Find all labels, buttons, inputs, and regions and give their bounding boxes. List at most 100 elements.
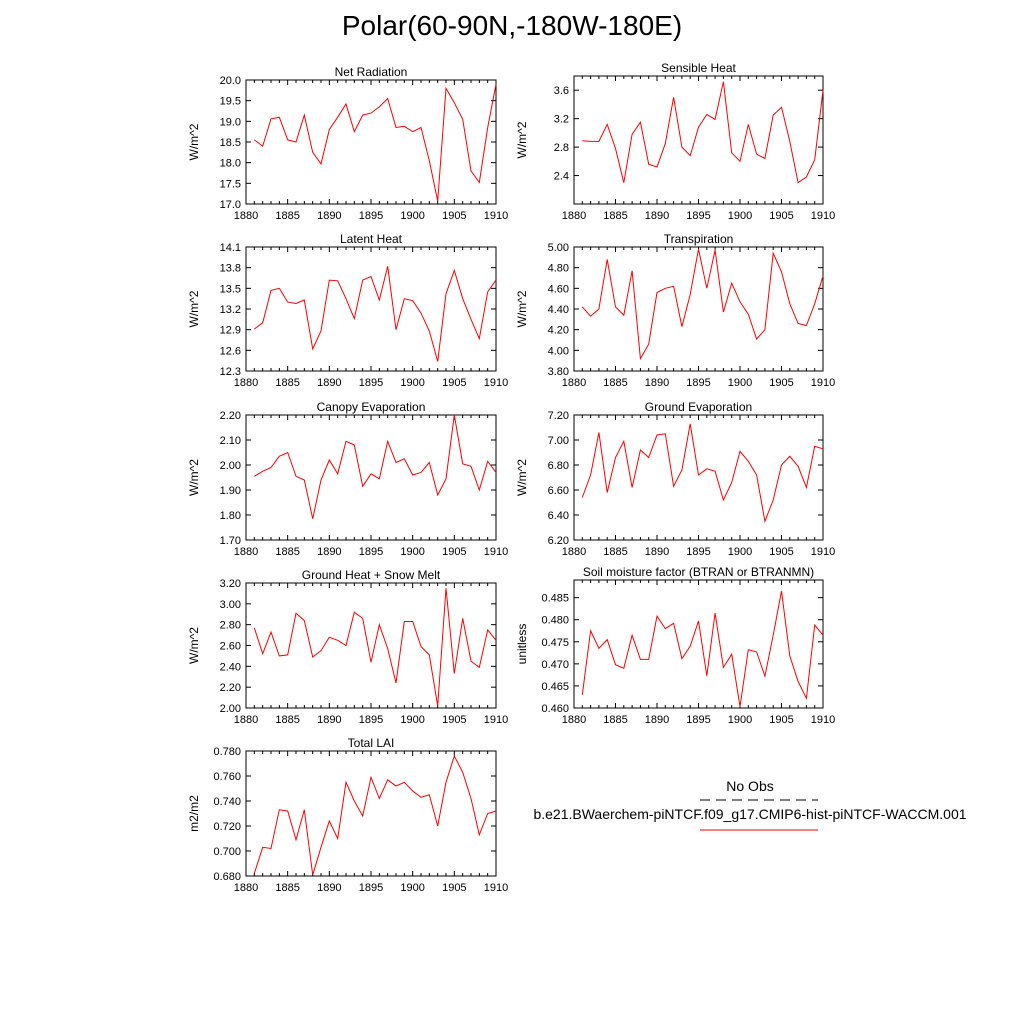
x-tick-label: 1880 [562, 377, 586, 389]
x-tick-label: 1885 [275, 882, 299, 894]
y-tick-label: 13.2 [220, 304, 241, 316]
y-tick-label: 5.00 [548, 242, 569, 254]
y-tick-label: 1.70 [220, 535, 241, 547]
plot-frame [245, 79, 497, 205]
y-tick-label: 0.480 [541, 615, 569, 627]
y-axis-label: W/m^2 [187, 627, 201, 664]
x-tick-label: 1890 [317, 882, 341, 894]
x-tick-label: 1900 [728, 377, 752, 389]
y-tick-label: 0.700 [213, 846, 241, 858]
y-tick-label: 7.00 [548, 435, 569, 447]
panel-title: Soil moisture factor (BTRAN or BTRANMN) [583, 565, 814, 579]
y-tick-label: 0.485 [541, 593, 569, 605]
x-tick-label: 1885 [603, 377, 627, 389]
y-tick-label: 20.0 [220, 75, 241, 87]
y-tick-label: 18.0 [220, 158, 241, 170]
panel-title: Transpiration [664, 232, 734, 246]
series-line [581, 423, 824, 524]
x-tick-label: 1880 [562, 210, 586, 222]
x-tick-label: 1910 [484, 882, 508, 894]
y-tick-label: 12.6 [220, 345, 241, 357]
legend-case-label: b.e21.BWaerchem-piNTCF.f09_g17.CMIP6-his… [533, 806, 967, 822]
y-tick-label: 0.680 [213, 871, 241, 883]
x-tick-label: 1900 [400, 546, 424, 558]
x-tick-label: 1905 [769, 546, 793, 558]
plot-frame [245, 414, 497, 541]
x-tick-label: 1895 [686, 714, 710, 726]
x-tick-label: 1880 [234, 714, 258, 726]
x-tick-label: 1910 [811, 546, 835, 558]
x-tick-label: 1905 [442, 546, 466, 558]
x-tick-label: 1885 [603, 714, 627, 726]
plot-frame [245, 246, 497, 372]
x-tick-label: 1900 [728, 546, 752, 558]
y-tick-label: 19.5 [220, 96, 241, 108]
x-tick-label: 1890 [317, 546, 341, 558]
y-tick-label: 6.40 [548, 510, 569, 522]
y-tick-label: 0.780 [213, 746, 241, 758]
y-tick-label: 4.80 [548, 263, 569, 275]
y-tick-label: 2.20 [220, 682, 241, 694]
page-title: Polar(60-90N,-180W-180E) [341, 10, 683, 41]
y-tick-label: 4.00 [548, 345, 569, 357]
plot-frame [573, 414, 824, 541]
y-tick-label: 14.1 [220, 242, 241, 254]
x-tick-label: 1910 [484, 714, 508, 726]
x-tick-label: 1895 [359, 210, 383, 222]
x-tick-label: 1905 [442, 882, 466, 894]
y-tick-label: 0.740 [213, 796, 241, 808]
x-tick-label: 1910 [811, 377, 835, 389]
y-tick-label: 17.5 [220, 178, 241, 190]
y-tick-label: 4.60 [548, 283, 569, 295]
x-tick-label: 1905 [442, 714, 466, 726]
x-tick-label: 1895 [686, 210, 710, 222]
y-axis-label: W/m^2 [187, 123, 201, 160]
plot-frame [573, 246, 824, 372]
x-tick-label: 1890 [317, 377, 341, 389]
series-line [253, 754, 497, 875]
y-tick-label: 2.4 [554, 171, 569, 183]
x-tick-label: 1895 [686, 546, 710, 558]
x-tick-label: 1895 [359, 546, 383, 558]
legend-obs-label: No Obs [726, 778, 774, 794]
x-tick-label: 1885 [275, 377, 299, 389]
panel-title: Total LAI [348, 736, 395, 750]
x-tick-label: 1885 [603, 546, 627, 558]
x-tick-label: 1900 [728, 714, 752, 726]
y-tick-label: 2.00 [220, 703, 241, 715]
x-tick-label: 1890 [317, 210, 341, 222]
y-tick-label: 3.2 [554, 114, 569, 126]
y-tick-label: 2.8 [554, 142, 569, 154]
y-tick-label: 17.0 [220, 199, 241, 211]
x-tick-label: 1885 [275, 714, 299, 726]
y-tick-label: 3.00 [220, 599, 241, 611]
x-tick-label: 1880 [234, 210, 258, 222]
y-axis-label: m2/m2 [187, 795, 201, 832]
x-tick-label: 1880 [562, 714, 586, 726]
x-tick-label: 1900 [400, 377, 424, 389]
y-tick-label: 0.460 [541, 703, 569, 715]
panel-title: Ground Heat + Snow Melt [302, 568, 441, 582]
y-tick-label: 1.80 [220, 510, 241, 522]
panel-title: Latent Heat [340, 232, 403, 246]
plot-frame [245, 750, 497, 877]
y-tick-label: 2.00 [220, 460, 241, 472]
plot-frame [573, 579, 824, 709]
y-tick-label: 6.80 [548, 460, 569, 472]
series-line [582, 81, 824, 184]
y-axis-label: W/m^2 [515, 459, 529, 496]
y-tick-label: 0.465 [541, 681, 569, 693]
y-tick-label: 1.90 [220, 485, 241, 497]
y-tick-label: 0.470 [541, 659, 569, 671]
x-tick-label: 1910 [811, 210, 835, 222]
x-tick-label: 1900 [400, 714, 424, 726]
x-tick-label: 1890 [645, 210, 669, 222]
y-tick-label: 2.40 [220, 661, 241, 673]
x-tick-label: 1905 [442, 210, 466, 222]
x-tick-label: 1890 [317, 714, 341, 726]
x-tick-label: 1890 [645, 714, 669, 726]
y-tick-label: 13.5 [220, 283, 241, 295]
x-tick-label: 1895 [686, 377, 710, 389]
series-line [581, 590, 824, 707]
y-tick-label: 2.60 [220, 641, 241, 653]
